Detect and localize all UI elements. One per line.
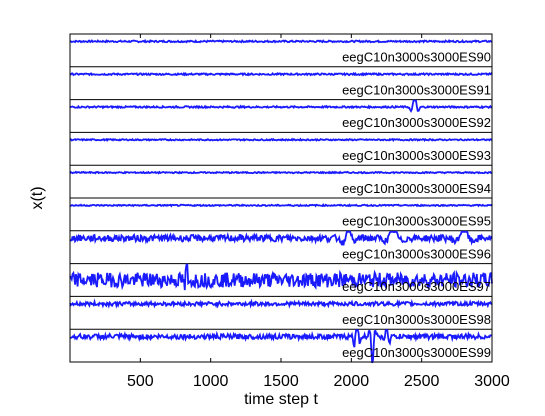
x-tick-label: 500: [127, 373, 154, 390]
series-line: [69, 170, 493, 175]
series-line: [69, 263, 493, 291]
series-line: [69, 38, 492, 44]
x-tick-label: 1000: [193, 373, 229, 390]
series-label: eegC10n3000s3000ES90: [342, 50, 491, 65]
series-line: [69, 71, 493, 77]
series-line: [69, 298, 493, 309]
series-label: eegC10n3000s3000ES92: [342, 115, 491, 130]
x-tick-group: 500 1000 1500 2000 2500 3000: [127, 34, 510, 390]
series-label: eegC10n3000s3000ES98: [342, 312, 491, 327]
series-line: [69, 137, 493, 143]
series-label: eegC10n3000s3000ES91: [342, 82, 491, 97]
strip-group: [69, 38, 493, 364]
series-line: [69, 99, 493, 113]
x-tick-label: 2500: [404, 373, 440, 390]
x-tick-label: 1500: [263, 373, 299, 390]
series-line: [69, 230, 493, 246]
x-tick-label: 2000: [334, 373, 370, 390]
series-label: eegC10n3000s3000ES93: [342, 148, 491, 163]
x-tick-label: 3000: [474, 373, 510, 390]
series-label-group: eegC10n3000s3000ES90 eegC10n3000s3000ES91…: [342, 50, 491, 360]
series-label: eegC10n3000s3000ES95: [342, 214, 491, 229]
series-line: [69, 202, 493, 208]
y-axis-label: x(t): [29, 186, 46, 209]
series-line: [70, 329, 493, 364]
series-label: eegC10n3000s3000ES96: [342, 246, 491, 261]
series-label: eegC10n3000s3000ES97: [342, 279, 491, 294]
series-label: eegC10n3000s3000ES99: [342, 345, 491, 360]
x-axis-label: time step t: [244, 391, 318, 408]
series-label: eegC10n3000s3000ES94: [342, 181, 491, 196]
